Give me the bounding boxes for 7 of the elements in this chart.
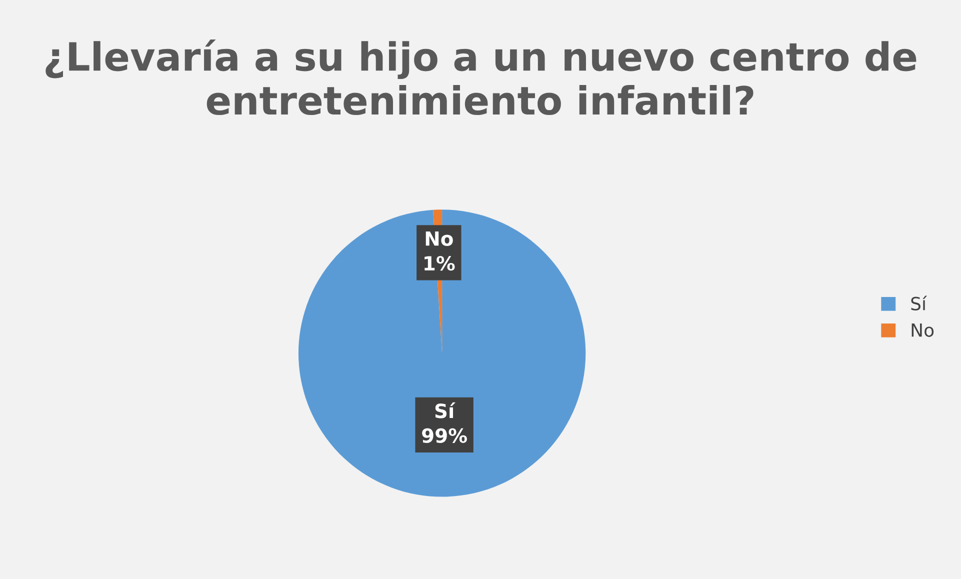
- slice-label: Sí: [435, 402, 456, 418]
- data-label: 99%: [422, 428, 467, 443]
- legend-label: No: [912, 324, 934, 337]
- data-label: 1%: [424, 256, 455, 271]
- slice-label: No: [426, 232, 453, 246]
- legend-label: Sí: [911, 296, 927, 310]
- chart-title: ¿Llevaría a su hijo a un nuevo centro de entretenimiento infantil?: [46, 40, 916, 116]
